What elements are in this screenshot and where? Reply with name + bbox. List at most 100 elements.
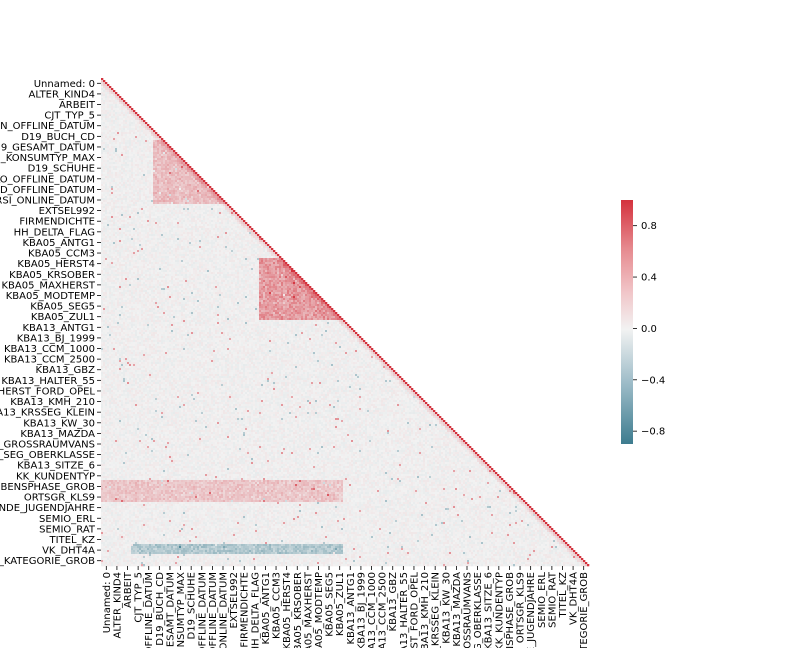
heatmap-cell xyxy=(147,132,150,135)
heatmap-cell xyxy=(213,256,216,259)
heatmap-cell xyxy=(149,192,152,195)
heatmap-cell xyxy=(213,236,216,239)
heatmap-cell xyxy=(215,258,218,261)
heatmap-cell xyxy=(229,258,232,261)
heatmap-cell xyxy=(145,234,148,237)
heatmap-cell xyxy=(253,240,256,243)
heatmap-cell xyxy=(105,158,108,161)
heatmap-cell xyxy=(127,272,130,275)
heatmap-cell xyxy=(137,244,140,247)
heatmap-cell xyxy=(139,270,142,273)
heatmap-cell xyxy=(191,208,194,211)
heatmap-cell xyxy=(101,240,104,243)
heatmap-cell xyxy=(101,142,104,145)
heatmap-cell xyxy=(227,246,230,249)
heatmap-cell xyxy=(123,166,126,169)
heatmap-cell xyxy=(187,276,190,279)
heatmap-cell xyxy=(123,270,126,273)
heatmap-cell xyxy=(123,110,126,113)
heatmap-cell xyxy=(107,130,110,133)
heatmap-cell xyxy=(187,184,190,187)
heatmap-cell xyxy=(107,166,110,169)
heatmap-cell xyxy=(103,102,106,105)
heatmap-cell xyxy=(223,230,226,233)
heatmap-cell xyxy=(183,160,186,163)
heatmap-cell xyxy=(227,264,230,267)
heatmap-cell xyxy=(251,228,254,231)
heatmap-cell xyxy=(153,228,156,231)
heatmap-cell xyxy=(245,232,248,235)
heatmap-cell xyxy=(115,202,118,205)
heatmap-cell xyxy=(185,270,188,273)
heatmap-cell xyxy=(161,164,164,167)
heatmap-cell xyxy=(145,190,148,193)
heatmap-cell xyxy=(195,194,198,197)
heatmap-cell xyxy=(147,204,150,207)
heatmap-cell xyxy=(225,262,228,265)
heatmap-cell xyxy=(123,160,126,163)
heatmap-cell xyxy=(115,176,118,179)
heatmap-cell xyxy=(227,232,230,235)
heatmap-cell xyxy=(125,112,128,115)
heatmap-cell xyxy=(221,214,224,217)
heatmap-cell xyxy=(105,182,108,185)
heatmap-cell xyxy=(267,272,270,275)
heatmap-cell xyxy=(141,120,144,123)
heatmap-cell xyxy=(149,242,152,245)
heatmap-cell xyxy=(113,186,116,189)
heatmap-cell xyxy=(161,172,164,175)
heatmap-cell xyxy=(235,228,238,231)
heatmap-cell xyxy=(147,216,150,219)
heatmap-cell xyxy=(173,232,176,235)
heatmap-cell xyxy=(139,196,142,199)
heatmap-cell xyxy=(219,258,222,261)
heatmap-cell xyxy=(115,196,118,199)
heatmap-cell xyxy=(187,268,190,271)
heatmap-cell xyxy=(119,142,122,145)
heatmap-cell xyxy=(221,260,224,263)
heatmap-cell xyxy=(211,242,214,245)
heatmap-cell xyxy=(113,100,116,103)
heatmap-cell xyxy=(209,222,212,225)
heatmap-cell xyxy=(157,182,160,185)
heatmap-cell xyxy=(211,210,214,213)
heatmap-cell xyxy=(171,226,174,229)
heatmap-cell xyxy=(219,250,222,253)
heatmap-cell xyxy=(243,264,246,267)
heatmap-cell xyxy=(141,130,144,133)
heatmap-cell xyxy=(223,234,226,237)
heatmap-cell xyxy=(205,182,208,185)
heatmap-cell xyxy=(115,218,118,221)
heatmap-cell xyxy=(121,132,124,135)
heatmap-cell xyxy=(121,206,124,209)
heatmap-cell xyxy=(219,214,222,217)
heatmap-cell xyxy=(173,154,176,157)
heatmap-cell xyxy=(149,272,152,275)
heatmap-cell xyxy=(257,268,260,271)
heatmap-cell xyxy=(141,268,144,271)
heatmap-cell xyxy=(119,180,122,183)
heatmap-cell xyxy=(115,194,118,197)
heatmap-cell xyxy=(137,268,140,271)
heatmap-cell xyxy=(199,272,202,275)
heatmap-cell xyxy=(151,140,154,143)
heatmap-cell xyxy=(169,228,172,231)
heatmap-cell xyxy=(283,272,286,275)
heatmap-cell xyxy=(109,232,112,235)
heatmap-cell xyxy=(187,272,190,275)
heatmap-cell xyxy=(191,240,194,243)
heatmap-cell xyxy=(185,258,188,261)
heatmap-cell xyxy=(123,174,126,177)
heatmap-cell xyxy=(237,238,240,241)
heatmap-cell xyxy=(161,230,164,233)
heatmap-cell xyxy=(109,262,112,265)
heatmap-cell xyxy=(109,96,112,99)
heatmap-cell xyxy=(149,250,152,253)
heatmap-cell xyxy=(137,224,140,227)
heatmap-cell xyxy=(159,264,162,267)
heatmap-cell xyxy=(247,248,250,251)
heatmap-cell xyxy=(243,228,246,231)
heatmap-cell xyxy=(209,272,212,275)
heatmap-cell xyxy=(153,194,156,197)
heatmap-cell xyxy=(123,164,126,167)
